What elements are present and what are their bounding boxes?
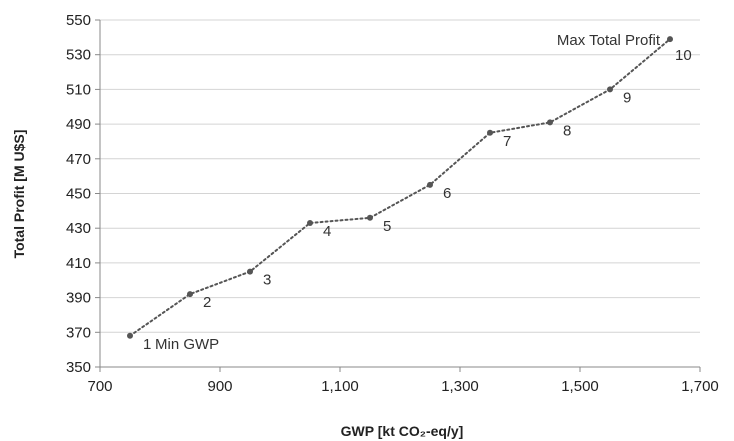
x-axis-title: GWP [kt CO₂-eq/y] bbox=[341, 423, 464, 439]
data-point bbox=[307, 219, 313, 226]
data-point bbox=[667, 36, 673, 43]
y-tick-label: 450 bbox=[66, 186, 91, 203]
series-line bbox=[129, 38, 671, 337]
x-tick-label: 900 bbox=[207, 378, 232, 395]
grid bbox=[100, 19, 700, 333]
point-label: 2 bbox=[203, 294, 211, 311]
y-tick-label: 350 bbox=[66, 359, 91, 376]
point-label: 9 bbox=[623, 89, 631, 106]
annotation-max-total-profit: Max Total Profit bbox=[557, 32, 661, 49]
y-tick-label: 470 bbox=[66, 151, 91, 168]
x-tick-label: 1,700 bbox=[681, 378, 719, 395]
data-point bbox=[427, 181, 433, 188]
x-tick-label: 700 bbox=[87, 378, 112, 395]
y-tick-label: 410 bbox=[66, 255, 91, 272]
x-tick-label: 1,100 bbox=[321, 378, 359, 395]
y-tick-label: 510 bbox=[66, 81, 91, 98]
axes bbox=[95, 19, 701, 372]
data-point bbox=[487, 129, 493, 136]
point-label: 3 bbox=[263, 272, 271, 289]
data-point bbox=[247, 268, 253, 275]
point-labels: 1 2 3 4 5 6 7 8 9 10 Min GWP Max Total Profit bbox=[143, 32, 692, 353]
data-point bbox=[367, 214, 373, 221]
point-label: 8 bbox=[563, 122, 571, 139]
y-tick-label: 550 bbox=[66, 12, 91, 29]
y-tick-label: 370 bbox=[66, 324, 91, 341]
y-tick-label: 530 bbox=[66, 47, 91, 64]
point-label: 1 bbox=[143, 336, 151, 353]
series bbox=[127, 36, 673, 339]
x-tick-label: 1,300 bbox=[441, 378, 479, 395]
y-tick-label: 490 bbox=[66, 116, 91, 133]
point-label: 5 bbox=[383, 218, 391, 235]
point-label: 6 bbox=[443, 185, 451, 202]
annotation-min-gwp: Min GWP bbox=[155, 336, 219, 353]
data-point bbox=[547, 119, 553, 126]
y-axis-title: Total Profit [M U$S] bbox=[11, 130, 27, 259]
y-tick-label: 430 bbox=[66, 220, 91, 237]
point-label: 4 bbox=[323, 223, 331, 240]
data-point bbox=[607, 86, 613, 93]
point-label: 10 bbox=[675, 47, 692, 64]
x-tick-label: 1,500 bbox=[561, 378, 599, 395]
data-point bbox=[187, 291, 193, 298]
data-point bbox=[127, 332, 133, 339]
y-tick-label: 390 bbox=[66, 290, 91, 307]
point-label: 7 bbox=[503, 133, 511, 150]
